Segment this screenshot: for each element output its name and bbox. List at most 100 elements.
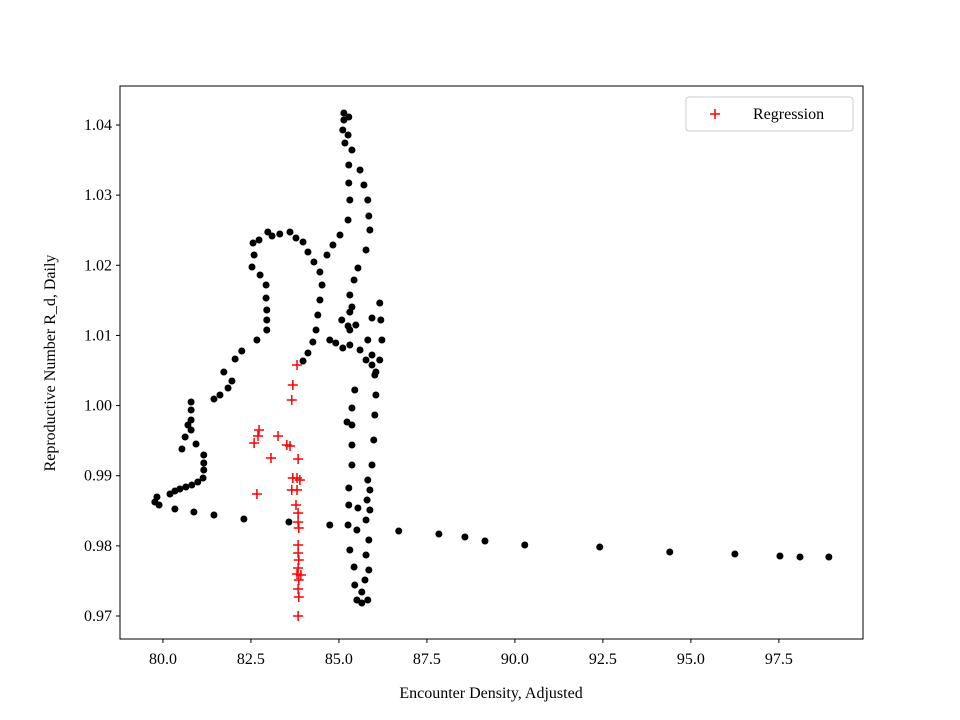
dot-marker — [348, 441, 356, 449]
dot-marker — [344, 521, 352, 529]
dot-marker — [353, 596, 361, 604]
dot-marker — [344, 322, 352, 330]
dot-marker — [190, 508, 198, 516]
dot-marker — [365, 566, 373, 574]
dot-marker — [263, 326, 271, 334]
dot-marker — [192, 440, 200, 448]
dot-marker — [596, 543, 604, 551]
dot-marker — [351, 386, 359, 394]
dot-marker — [351, 581, 359, 589]
dot-marker — [336, 231, 344, 239]
dot-marker — [348, 461, 356, 469]
dot-marker — [376, 299, 384, 307]
legend-marker — [710, 109, 720, 119]
dot-marker — [358, 588, 366, 596]
dot-marker — [364, 596, 372, 604]
dot-marker — [339, 126, 347, 134]
dot-marker — [309, 338, 317, 346]
dot-marker — [435, 530, 443, 538]
dot-marker — [338, 316, 346, 324]
dot-marker — [249, 239, 257, 247]
plus-marker — [286, 395, 297, 406]
dot-marker — [521, 541, 529, 549]
dot-marker — [262, 281, 270, 289]
plus-marker — [292, 360, 303, 371]
dot-marker — [352, 321, 360, 329]
dot-marker — [187, 426, 195, 434]
plus-marker — [293, 575, 304, 586]
plus-marker — [293, 610, 304, 621]
dot-marker — [362, 356, 370, 364]
plus-marker — [295, 570, 306, 581]
dot-marker — [299, 357, 307, 365]
dot-marker — [348, 404, 356, 412]
x-tick-label: 85.0 — [325, 651, 353, 668]
dot-marker — [365, 212, 373, 220]
dot-marker — [285, 518, 293, 526]
dot-marker — [171, 505, 179, 513]
dot-marker — [348, 146, 356, 154]
dot-marker — [178, 445, 186, 453]
plus-marker — [293, 454, 304, 465]
plus-marker — [249, 438, 260, 449]
dot-marker — [366, 226, 374, 234]
dot-marker — [344, 131, 352, 139]
dot-marker — [354, 264, 362, 272]
dot-marker — [364, 476, 372, 484]
y-tick-label: 1.00 — [84, 398, 112, 415]
dot-marker — [345, 484, 353, 492]
dot-marker — [181, 433, 189, 441]
dot-marker — [184, 421, 192, 429]
dot-marker — [155, 501, 163, 509]
plus-marker — [251, 489, 262, 500]
dot-marker — [346, 341, 354, 349]
dot-marker — [361, 576, 369, 584]
dot-marker — [220, 368, 228, 376]
dot-marker — [825, 553, 833, 561]
dot-marker — [362, 516, 370, 524]
dot-marker — [345, 113, 353, 121]
dot-marker — [371, 371, 379, 379]
dot-marker — [250, 251, 258, 259]
plus-marker — [287, 380, 298, 391]
dot-marker — [356, 166, 364, 174]
dot-marker — [187, 398, 195, 406]
dot-marker — [368, 351, 376, 359]
dot-marker — [262, 294, 270, 302]
dot-marker — [341, 139, 349, 147]
dot-marker — [210, 395, 218, 403]
dot-marker — [481, 537, 489, 545]
dot-marker — [304, 248, 312, 256]
dot-marker — [366, 506, 374, 514]
x-tick-label: 92.5 — [589, 651, 617, 668]
dot-marker — [345, 161, 353, 169]
dot-marker — [776, 552, 784, 560]
x-tick-label: 87.5 — [413, 651, 441, 668]
dot-marker — [362, 551, 370, 559]
dot-marker — [326, 336, 334, 344]
dot-marker — [286, 228, 294, 236]
dot-marker — [188, 481, 196, 489]
dot-marker — [377, 316, 385, 324]
dot-marker — [263, 316, 271, 324]
plus-marker — [293, 563, 304, 574]
dot-marker — [318, 281, 326, 289]
dot-marker — [368, 314, 376, 322]
dot-marker — [210, 511, 218, 519]
dot-marker — [187, 416, 195, 424]
dot-marker — [376, 356, 384, 364]
y-axis-label: Reproductive Number R_d, Daily — [42, 255, 59, 472]
dot-marker — [224, 384, 232, 392]
dot-marker — [354, 504, 362, 512]
legend-label: Regression — [753, 106, 824, 123]
dot-marker — [200, 466, 208, 474]
plus-marker — [273, 431, 284, 442]
dot-marker — [268, 232, 276, 240]
x-tick-label: 95.0 — [677, 651, 705, 668]
dot-marker — [316, 268, 324, 276]
dot-marker — [372, 391, 380, 399]
dot-marker — [365, 536, 373, 544]
dot-marker — [187, 406, 195, 414]
dot-marker — [364, 336, 372, 344]
dot-marker — [363, 496, 371, 504]
